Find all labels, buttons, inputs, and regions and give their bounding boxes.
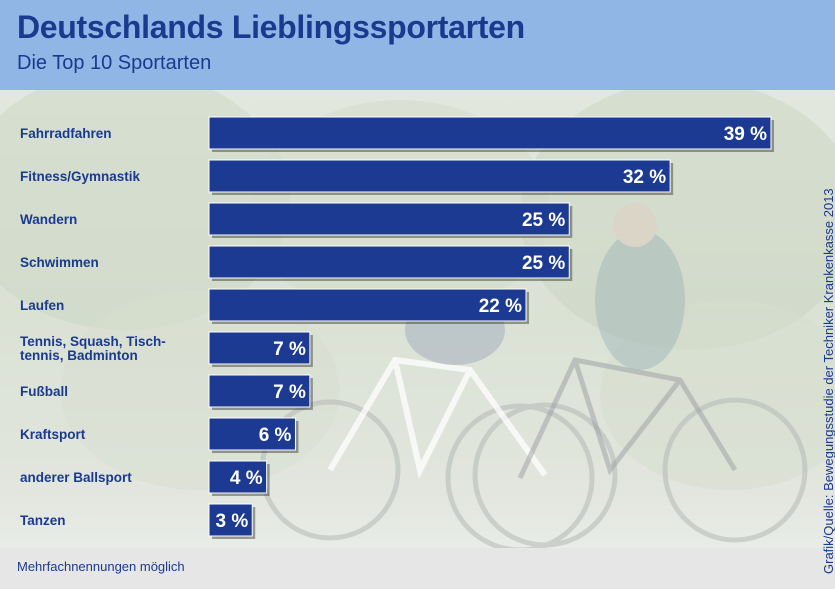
category-label: Tennis, Squash, Tisch-tennis, Badminton — [20, 334, 166, 363]
value-label: 7 % — [273, 339, 306, 360]
bar — [208, 417, 296, 451]
source-credit: Grafik/Quelle: Bewegungsstudie der Techn… — [821, 188, 835, 574]
value-label: 7 % — [273, 382, 306, 403]
bar — [208, 116, 772, 150]
category-label: Tanzen — [20, 513, 66, 528]
value-label: 22 % — [479, 296, 522, 317]
bar — [208, 288, 527, 322]
value-label: 3 % — [215, 511, 248, 532]
category-label: anderer Ballsport — [20, 470, 132, 485]
bar — [208, 460, 268, 494]
page-subtitle: Die Top 10 Sportarten — [17, 52, 212, 74]
header-band: Deutschlands Lieblingssportarten Die Top… — [0, 0, 835, 90]
road — [0, 548, 835, 589]
bar — [208, 503, 253, 537]
category-label: Schwimmen — [20, 255, 99, 270]
category-label: Fitness/Gymnastik — [20, 169, 141, 184]
value-label: 25 % — [522, 210, 565, 231]
category-label: Fahrradfahren — [20, 126, 112, 141]
category-label: Wandern — [20, 212, 77, 227]
page-title: Deutschlands Lieblingssportarten — [17, 9, 525, 45]
value-label: 6 % — [259, 425, 292, 446]
category-label: Fußball — [20, 384, 68, 399]
bar — [208, 159, 671, 193]
bar — [208, 245, 570, 279]
category-label: Kraftsport — [20, 427, 86, 442]
footnote: Mehrfachnennungen möglich — [17, 559, 185, 574]
value-label: 39 % — [724, 124, 767, 145]
value-label: 25 % — [522, 253, 565, 274]
bar — [208, 374, 311, 408]
bar — [208, 202, 570, 236]
value-label: 4 % — [230, 468, 263, 489]
bar — [208, 331, 311, 365]
value-label: 32 % — [623, 167, 666, 188]
category-label: Laufen — [20, 298, 64, 313]
